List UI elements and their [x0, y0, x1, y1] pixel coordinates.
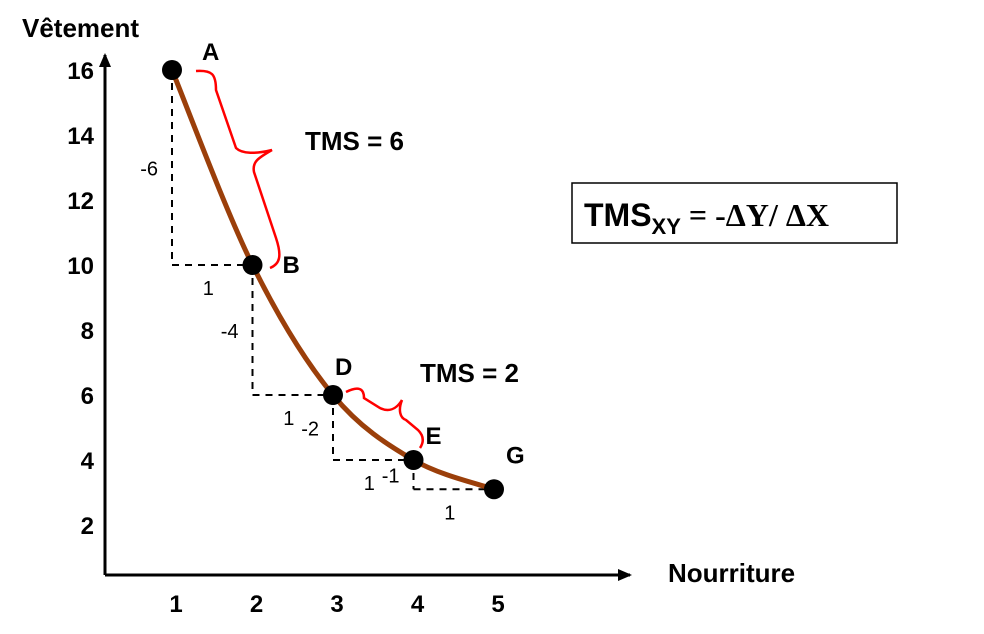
point-e — [403, 450, 424, 470]
formula-sub: XY — [652, 214, 682, 239]
x-axis-label: Nourriture — [668, 558, 795, 588]
point-b — [242, 255, 263, 275]
tms-label-ab: TMS = 6 — [305, 126, 404, 156]
x-tick-label: 2 — [250, 591, 263, 618]
point-label-e: E — [426, 423, 442, 450]
step-dy-label: -6 — [140, 159, 158, 181]
indifference-curve — [169, 67, 497, 492]
point-a — [162, 60, 182, 80]
step-dx-label: 1 — [364, 473, 375, 495]
point-d — [323, 385, 343, 405]
points: A B D E G — [162, 39, 525, 500]
point-label-a: A — [202, 39, 219, 66]
point-g — [484, 479, 504, 500]
step-dy-label: -4 — [221, 321, 239, 343]
formula-rhs: = -ΔY/ ΔX — [681, 197, 829, 233]
x-tick-label: 3 — [330, 591, 343, 618]
tms-label-de: TMS = 2 — [420, 358, 519, 388]
y-tick-labels: 16 14 12 10 8 6 4 2 — [67, 58, 94, 540]
point-label-b: B — [283, 252, 300, 279]
step-dy-label: -2 — [301, 419, 319, 441]
y-tick-label: 4 — [81, 448, 95, 475]
point-label-g: G — [506, 442, 525, 469]
x-tick-labels: 1 2 3 4 5 — [169, 591, 504, 618]
step-dx-label: 1 — [283, 408, 294, 430]
formula-lhs: TMS — [584, 197, 652, 233]
y-tick-label: 10 — [67, 253, 94, 280]
y-axis-label: Vêtement — [22, 13, 139, 43]
y-tick-label: 12 — [67, 188, 94, 215]
y-tick-label: 16 — [67, 58, 94, 85]
y-tick-label: 14 — [67, 123, 94, 150]
x-tick-label: 4 — [411, 591, 425, 618]
brace-ab — [195, 69, 281, 270]
step-dx-label: 1 — [203, 278, 214, 300]
step-dx-label: 1 — [444, 502, 455, 524]
x-tick-label: 1 — [169, 591, 182, 618]
y-tick-label: 6 — [81, 383, 94, 410]
point-label-d: D — [335, 354, 352, 381]
step-dy-label: -1 — [382, 466, 400, 488]
x-tick-label: 5 — [491, 591, 504, 618]
y-tick-label: 8 — [81, 318, 94, 345]
brace-de — [345, 387, 424, 449]
formula: TMSXY = -ΔY/ ΔX — [584, 197, 829, 239]
y-tick-label: 2 — [81, 513, 94, 540]
formula-box — [571, 182, 898, 244]
